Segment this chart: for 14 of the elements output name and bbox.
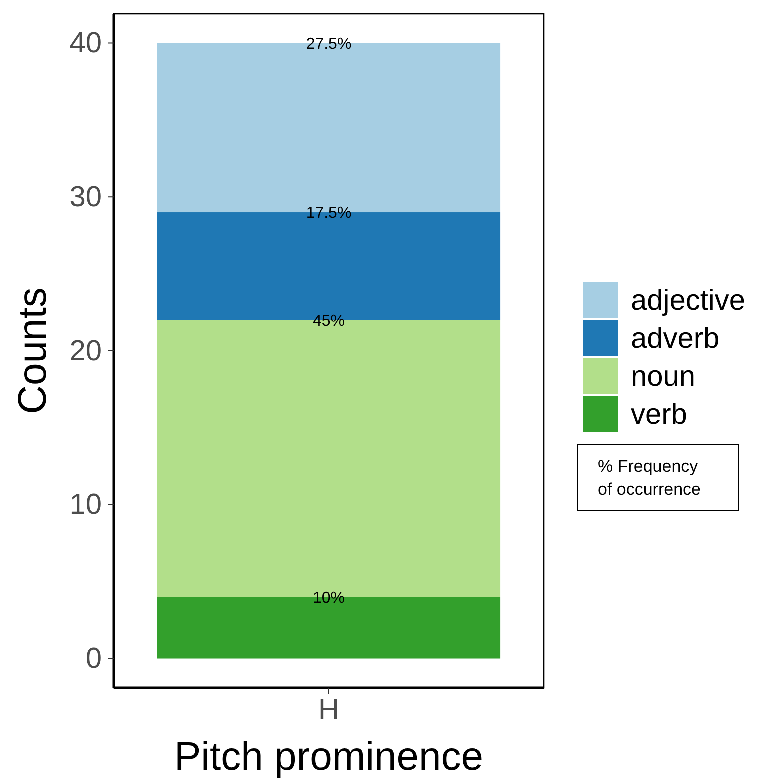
legend-label: verb bbox=[631, 399, 688, 432]
y-tick-label: 10 bbox=[70, 489, 102, 522]
y-tick-label: 30 bbox=[70, 181, 102, 214]
y-axis-title: Counts bbox=[11, 288, 55, 414]
x-tick-label: H bbox=[318, 694, 340, 727]
y-tick-label: 20 bbox=[70, 335, 102, 368]
legend-label: adverb bbox=[631, 323, 720, 356]
y-tick-label: 40 bbox=[70, 28, 102, 60]
text: % Frequency of occurrence bbox=[598, 457, 701, 499]
legend-label: adjective bbox=[631, 285, 746, 318]
x-axis-title: Pitch prominence bbox=[174, 735, 484, 779]
y-tick-label: 0 bbox=[86, 643, 102, 676]
annotation: 27.5% bbox=[306, 36, 352, 53]
legend-label: noun bbox=[631, 361, 696, 394]
